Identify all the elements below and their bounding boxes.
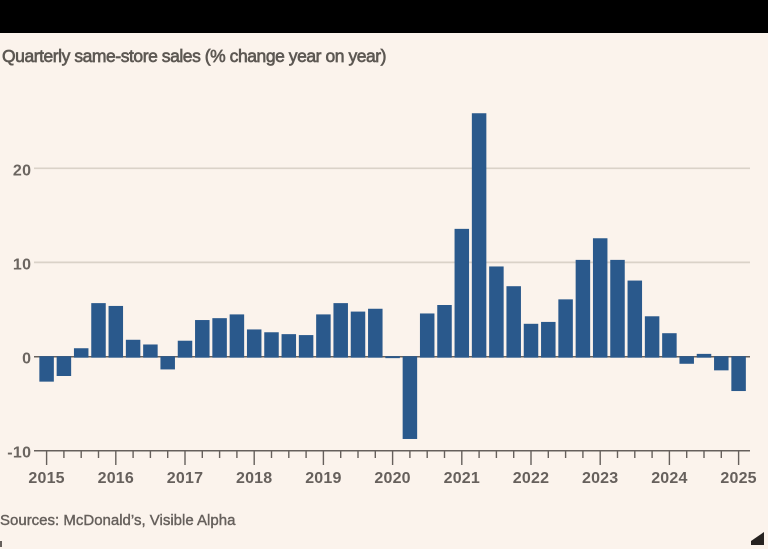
svg-text:2023: 2023 [582,470,618,487]
svg-text:2021: 2021 [444,470,480,487]
svg-text:2022: 2022 [513,470,549,487]
svg-text:2020: 2020 [374,470,410,487]
svg-text:2015: 2015 [28,470,64,487]
svg-text:2024: 2024 [651,470,687,487]
svg-text:2016: 2016 [98,470,134,487]
svg-text:2025: 2025 [720,470,756,487]
svg-text:-10: -10 [7,445,31,462]
svg-text:20: 20 [13,162,31,179]
svg-text:2018: 2018 [236,470,272,487]
svg-text:0: 0 [22,351,31,368]
svg-text:2019: 2019 [305,470,341,487]
svg-text:2017: 2017 [167,470,203,487]
svg-text:10: 10 [13,256,31,273]
